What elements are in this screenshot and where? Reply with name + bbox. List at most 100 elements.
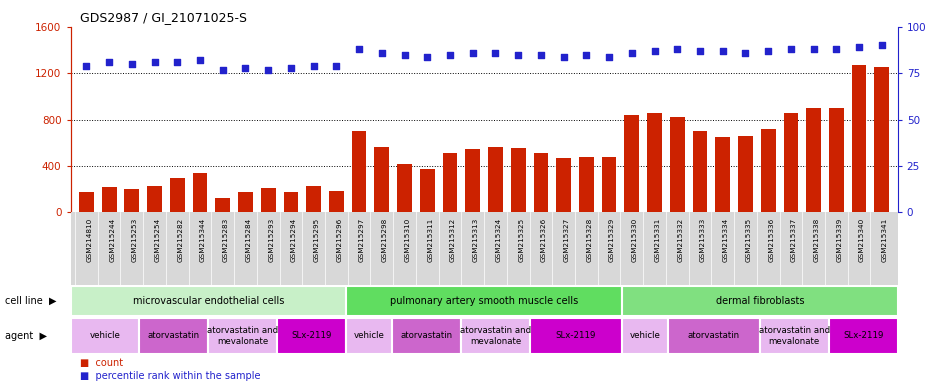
Text: GSM215325: GSM215325 [518,218,525,262]
Bar [443,153,458,212]
Bar [647,113,662,212]
Bar [556,158,571,212]
Point [488,50,503,56]
Text: GSM215328: GSM215328 [587,218,592,262]
Bar [139,318,209,354]
Text: GSM215344: GSM215344 [200,218,206,262]
Text: GSM215293: GSM215293 [268,218,274,262]
Point [738,50,753,56]
Text: GSM215338: GSM215338 [814,218,820,262]
Bar [346,286,622,316]
Text: microvascular endothelial cells: microvascular endothelial cells [133,296,284,306]
Text: vehicle: vehicle [89,331,120,341]
Text: GSM215336: GSM215336 [768,218,775,262]
Bar [215,199,230,212]
Text: GSM215298: GSM215298 [382,218,388,262]
Text: atorvastatin: atorvastatin [400,331,453,341]
Text: GSM215335: GSM215335 [745,218,751,262]
Text: cell line  ▶: cell line ▶ [5,296,56,306]
Point [533,51,548,58]
Bar [829,318,898,354]
Point [465,50,480,56]
Bar [530,318,622,354]
Text: GSM215332: GSM215332 [677,218,683,262]
Text: GSM215295: GSM215295 [314,218,320,262]
Bar [238,192,253,212]
Point [260,66,275,73]
Bar [760,318,829,354]
Bar [465,149,480,212]
Bar [622,286,898,316]
Point [352,46,367,52]
Point [510,51,525,58]
Text: ■  percentile rank within the sample: ■ percentile rank within the sample [80,371,260,381]
Point [807,46,822,52]
Bar [693,131,708,212]
Text: agent  ▶: agent ▶ [5,331,47,341]
Text: GSM215329: GSM215329 [609,218,615,262]
Point [647,48,662,54]
Bar [392,318,462,354]
Bar [260,188,275,212]
Text: vehicle: vehicle [630,331,661,341]
Point [829,46,844,52]
Text: GSM215253: GSM215253 [132,218,138,262]
Bar [306,186,321,212]
Text: GSM215334: GSM215334 [723,218,728,262]
Point [874,42,889,48]
Point [669,46,684,52]
Point [284,65,299,71]
Point [556,53,572,60]
Text: GSM214810: GSM214810 [86,218,92,262]
Point [79,63,94,69]
Point [238,65,253,71]
Text: GSM215331: GSM215331 [654,218,661,262]
Point [170,59,185,65]
Bar [462,318,530,354]
Bar [148,186,162,212]
Text: pulmonary artery smooth muscle cells: pulmonary artery smooth muscle cells [390,296,578,306]
Text: GSM215330: GSM215330 [632,218,638,262]
Bar [807,108,821,212]
Bar [602,157,617,212]
Bar [624,115,639,212]
Bar [70,286,346,316]
Bar [534,153,548,212]
Bar [760,129,776,212]
Point [852,44,867,50]
Text: atorvastatin: atorvastatin [148,331,200,341]
Bar [329,191,344,212]
Bar [277,318,346,354]
Point [215,66,230,73]
Bar [738,136,753,212]
Text: GSM215333: GSM215333 [700,218,706,262]
Text: GSM215340: GSM215340 [859,218,865,262]
Text: ■  count: ■ count [80,358,123,368]
Point [102,59,117,65]
Point [147,59,162,65]
Bar [510,148,525,212]
Text: vehicle: vehicle [353,331,384,341]
Text: GSM215310: GSM215310 [404,218,411,262]
Text: SLx-2119: SLx-2119 [843,331,884,341]
Point [602,53,617,60]
Text: SLx-2119: SLx-2119 [556,331,596,341]
Text: GSM215311: GSM215311 [428,218,433,262]
Text: GSM215296: GSM215296 [337,218,342,262]
Bar [420,169,434,212]
Point [783,46,798,52]
Bar [284,192,298,212]
Text: GSM215313: GSM215313 [473,218,478,262]
Point [420,53,435,60]
Text: GSM215327: GSM215327 [564,218,570,262]
Bar [102,187,117,212]
Point [443,51,458,58]
Text: GDS2987 / GI_21071025-S: GDS2987 / GI_21071025-S [80,12,247,25]
Point [193,57,208,63]
Bar [852,65,867,212]
Text: atorvastatin and
mevalonate: atorvastatin and mevalonate [460,326,531,346]
Text: GSM215339: GSM215339 [837,218,842,262]
Bar [622,318,668,354]
Bar [670,117,684,212]
Bar [715,137,730,212]
